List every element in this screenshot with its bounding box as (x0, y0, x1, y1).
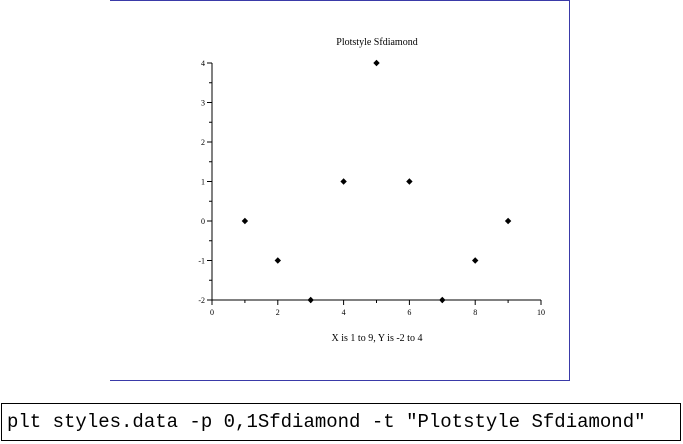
diamond-point (504, 217, 512, 225)
x-tick-label: 2 (276, 308, 280, 317)
diamond-point (307, 296, 314, 304)
diamond-point (241, 217, 249, 225)
diamond-point (472, 257, 479, 264)
command-line[interactable]: plt styles.data -p 0,1Sfdiamond -t "Plot… (1, 403, 681, 441)
axes (211, 63, 541, 301)
y-tick-label: 1 (201, 178, 205, 187)
diamond-point (439, 296, 446, 304)
y-tick-label: 2 (201, 138, 205, 147)
diamond-point (373, 59, 380, 67)
diamond-point (274, 257, 281, 264)
y-tick-label: 4 (201, 59, 205, 68)
x-tick-label: 10 (537, 308, 545, 317)
x-tick-label: 0 (210, 308, 214, 317)
diamond-point (406, 178, 413, 185)
x-tick-label: 4 (342, 308, 346, 317)
scatter-chart: Plotstyle Sfdiamond -2 -1 0 1 2 3 4 0 2 4 6 8 10 X i… (198, 37, 545, 344)
y-tick-label: -2 (198, 296, 205, 305)
command-text: plt styles.data -p 0,1Sfdiamond -t "Plot… (7, 411, 646, 433)
plot-panel (110, 0, 570, 381)
chart-title: Plotstyle Sfdiamond (336, 37, 417, 48)
data-points (241, 59, 512, 304)
diamond-point (340, 178, 347, 185)
y-tick-label: 0 (201, 217, 205, 226)
y-tick-label: -1 (198, 257, 205, 266)
tick-labels: -2 -1 0 1 2 3 4 0 2 4 6 8 10 (198, 59, 545, 317)
y-tick-label: 3 (201, 99, 205, 108)
x-axis-label: X is 1 to 9, Y is -2 to 4 (332, 333, 423, 344)
tick-marks (207, 62, 542, 305)
x-tick-label: 8 (473, 308, 477, 317)
x-tick-label: 6 (407, 308, 411, 317)
